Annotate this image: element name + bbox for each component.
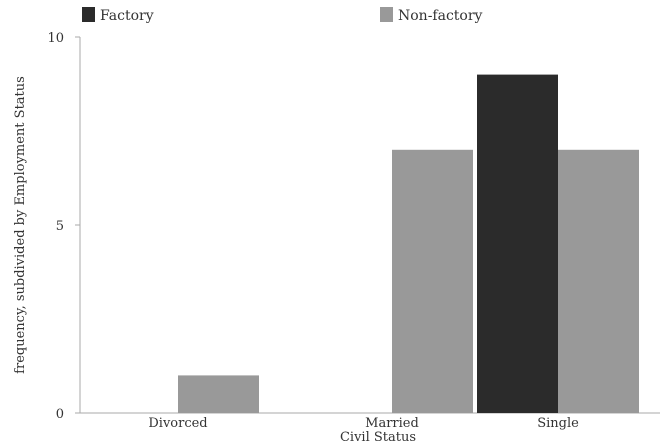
x-axis-title: Civil Status	[340, 430, 416, 445]
y-tick-label-0: 0	[56, 407, 64, 422]
x-tick-label-divorced: Divorced	[148, 416, 207, 431]
y-tick-label-5: 5	[56, 219, 64, 234]
bar-factory-single	[477, 74, 558, 413]
x-tick-label-single: Single	[537, 416, 579, 431]
bar-non-factory-single	[558, 149, 639, 414]
bar-non-factory-divorced	[178, 375, 259, 413]
legend-swatch-non-factory	[380, 7, 393, 22]
y-axis-title: frequency, subdivided by Employment Stat…	[13, 76, 28, 374]
y-tick-label-10: 10	[47, 31, 64, 46]
bars	[178, 74, 639, 414]
legend-label-factory: Factory	[100, 8, 154, 24]
legend: Factory Non-factory	[82, 7, 483, 24]
x-axis-ticks: Divorced Married Single	[148, 416, 579, 431]
legend-label-non-factory: Non-factory	[398, 8, 483, 24]
x-tick-label-married: Married	[365, 416, 419, 431]
y-axis-ticks: 0 5 10	[47, 31, 80, 422]
legend-swatch-factory	[82, 7, 95, 22]
bar-non-factory-married	[392, 149, 473, 414]
